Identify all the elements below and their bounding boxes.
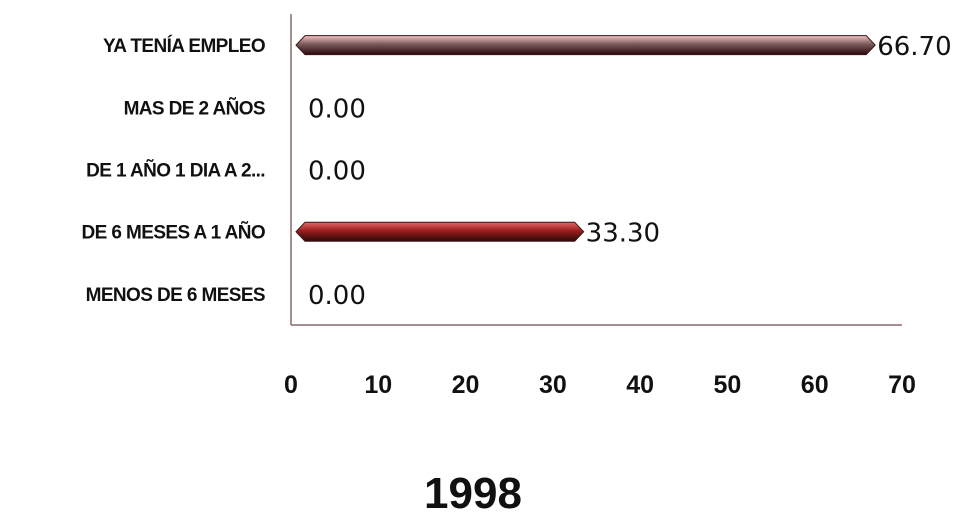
value-label: 0.00 <box>308 281 366 311</box>
bar <box>295 35 876 56</box>
category-label: YA TENÍA EMPLEO <box>103 35 265 57</box>
category-label: DE 6 MESES A 1 AÑO <box>82 222 265 244</box>
category-label: DE 1 AÑO 1 DIA A 2... <box>86 160 265 182</box>
category-labels: MENOS DE 6 MESES DE 6 MESES A 1 AÑO DE 1 A… <box>82 35 266 306</box>
value-label: 0.00 <box>308 94 366 124</box>
x-tick-label: 30 <box>539 371 567 399</box>
bar <box>295 221 585 242</box>
category-label: MENOS DE 6 MESES <box>86 285 265 306</box>
value-labels: 0.00 33.30 0.00 0.00 66.70 <box>308 32 952 311</box>
x-tick-label: 20 <box>452 371 480 399</box>
value-label: 66.70 <box>877 32 951 62</box>
x-tick-label: 10 <box>364 371 392 399</box>
chart-title: 1998 <box>424 469 522 512</box>
x-tick-label: 50 <box>714 371 742 399</box>
axes <box>290 14 902 326</box>
value-label: 0.00 <box>308 157 366 187</box>
x-tick-label: 0 <box>284 371 298 399</box>
x-tick-label: 60 <box>801 371 829 399</box>
x-tick-label: 40 <box>626 371 654 399</box>
bars <box>295 35 876 242</box>
x-tick-labels: 0 10 20 30 40 50 60 70 <box>284 371 916 399</box>
category-label: MAS DE 2 AÑOS <box>124 97 265 119</box>
value-label: 33.30 <box>586 219 660 249</box>
x-tick-label: 70 <box>888 371 916 399</box>
